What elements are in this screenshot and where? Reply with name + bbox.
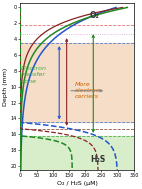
Text: More
electron
carriers: More electron carriers [75,82,101,99]
X-axis label: O₂ / H₂S (μM): O₂ / H₂S (μM) [57,180,98,186]
Text: O₂: O₂ [90,11,100,20]
Y-axis label: Depth (mm): Depth (mm) [3,68,9,106]
Bar [20,43,134,122]
Text: H₂S: H₂S [90,155,105,164]
Bar [20,136,134,170]
Text: Electron
transfer
zone: Electron transfer zone [21,66,47,84]
